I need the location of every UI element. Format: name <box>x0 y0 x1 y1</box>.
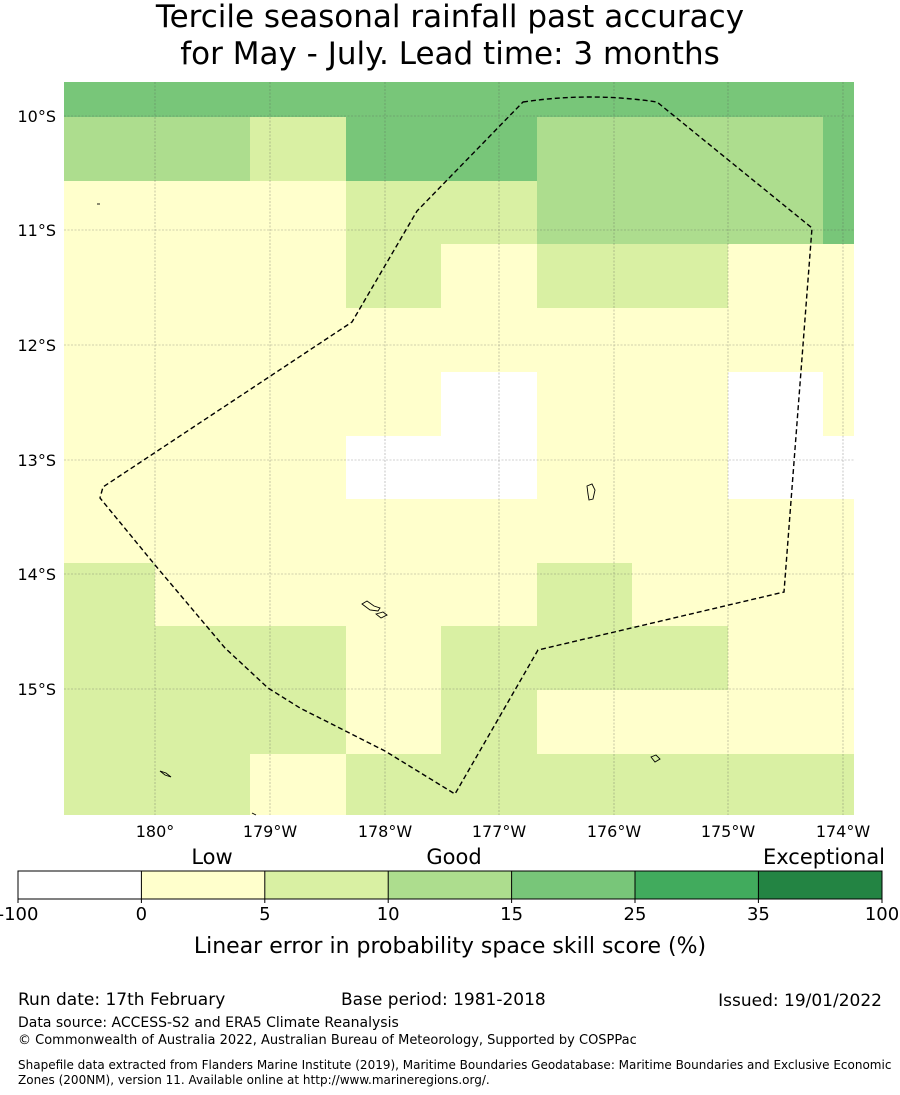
colorbar-category-low: Low <box>191 845 232 869</box>
grid-cell <box>823 117 854 181</box>
grid-cell <box>346 117 537 181</box>
eez-boundary <box>99 96 813 795</box>
base-period: Base period: 1981-2018 <box>341 990 546 1010</box>
colorbar-tick: 35 <box>747 904 770 925</box>
colorbar-swatch <box>388 871 512 899</box>
colorbar-swatch <box>635 871 759 899</box>
grid-cell <box>823 181 854 244</box>
grid-cell <box>155 563 537 626</box>
grid-cell <box>346 244 441 308</box>
grid-cell <box>441 626 728 690</box>
island-outline <box>361 600 381 612</box>
lat-label: 13°S <box>17 451 56 470</box>
grid-cell <box>441 372 537 436</box>
grid-cell <box>64 626 346 690</box>
colorbar-swatch <box>141 871 265 899</box>
grid-cell <box>823 372 854 436</box>
lon-label: 177°W <box>472 822 527 841</box>
grid-cell <box>64 82 854 117</box>
colorbar-swatch <box>264 871 389 899</box>
island-outlines <box>97 203 661 816</box>
lon-label: 174°W <box>816 822 871 841</box>
colorbar-category-exceptional: Exceptional <box>763 845 885 869</box>
lon-label: 178°W <box>358 822 413 841</box>
copyright: © Commonwealth of Australia 2022, Austra… <box>18 1033 637 1048</box>
grid-cell <box>537 372 728 436</box>
grid-cell <box>728 372 823 436</box>
grid-cell <box>346 690 441 754</box>
grid-cell <box>632 563 854 626</box>
colorbar-tick: 5 <box>259 904 270 925</box>
lon-label: 180° <box>136 822 175 841</box>
grid-cell <box>346 754 854 815</box>
colorbar-tick: -100 <box>0 904 38 925</box>
grid-cell <box>537 436 728 499</box>
island-outline <box>586 483 596 501</box>
skill-grid <box>64 82 854 815</box>
data-source: Data source: ACCESS-S2 and ERA5 Climate … <box>18 1015 399 1031</box>
run-date: Run date: 17th February <box>18 990 226 1010</box>
grid-cell <box>537 690 854 754</box>
colorbar-tick: 15 <box>500 904 523 925</box>
lat-label: 12°S <box>17 336 56 355</box>
colorbar-tick: 25 <box>624 904 647 925</box>
grid-cell <box>64 181 346 244</box>
grid-cell <box>64 244 346 308</box>
grid-cell <box>64 117 250 181</box>
grid-cell <box>537 244 728 308</box>
grid-cell <box>64 563 155 626</box>
grid-cell <box>537 117 823 181</box>
issued-date: Issued: 19/01/2022 <box>718 991 882 1011</box>
chart-title-line-2: for May - July. Lead time: 3 months <box>180 36 720 72</box>
grid-cell <box>64 308 854 372</box>
grid-cell <box>728 436 854 499</box>
grid-cell <box>64 754 250 815</box>
colorbar <box>17 870 883 903</box>
grid-cell <box>537 181 823 244</box>
colorbar-tick: 10 <box>377 904 400 925</box>
island-outline <box>159 770 172 778</box>
lon-label: 175°W <box>701 822 756 841</box>
grid-cell <box>537 563 632 626</box>
lon-label: 179°W <box>243 822 298 841</box>
grid-cell <box>250 754 346 815</box>
grid-cell <box>250 117 346 181</box>
grid-cell <box>64 690 346 754</box>
lat-label: 14°S <box>17 565 56 584</box>
lon-label: 176°W <box>587 822 642 841</box>
lat-label: 15°S <box>17 680 56 699</box>
chart-title-line-1: Tercile seasonal rainfall past accuracy <box>155 0 745 35</box>
grid-cell <box>728 626 854 690</box>
grid-cell <box>346 181 537 244</box>
colorbar-swatch <box>758 871 882 899</box>
grid-cell <box>728 244 854 308</box>
colorbar-swatch <box>18 871 142 899</box>
graticule <box>64 82 854 815</box>
colorbar-swatch <box>511 871 635 899</box>
colorbar-category-good: Good <box>426 845 481 869</box>
grid-cell <box>346 436 537 499</box>
grid-cell <box>441 244 537 308</box>
grid-cell <box>64 499 854 563</box>
grid-cell <box>64 372 441 436</box>
island-outline <box>251 812 257 816</box>
grid-cell <box>64 436 346 499</box>
grid-cell <box>441 690 537 754</box>
colorbar-tick: 100 <box>865 904 899 925</box>
island-outline <box>375 611 388 619</box>
colorbar-label: Linear error in probability space skill … <box>194 934 706 959</box>
grid-cell <box>346 626 441 690</box>
lat-label: 11°S <box>17 221 56 240</box>
island-outline <box>650 754 661 763</box>
lat-label: 10°S <box>17 107 56 126</box>
colorbar-tick: 0 <box>136 904 147 925</box>
shapefile-credit: Shapefile data extracted from Flanders M… <box>18 1058 892 1087</box>
